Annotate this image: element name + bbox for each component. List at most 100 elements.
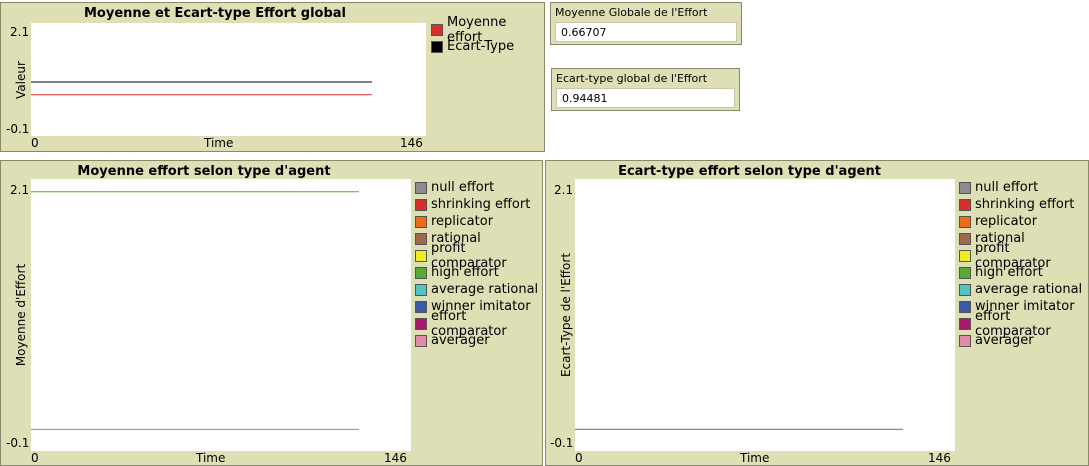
chart-panel-global: Moyenne et Ecart-type Effort global 2.1 … bbox=[0, 2, 545, 152]
legend-swatch bbox=[959, 249, 971, 262]
legend-swatch bbox=[959, 198, 971, 211]
y-tick-bottom: -0.1 bbox=[6, 122, 30, 136]
chart-svg-global bbox=[31, 81, 372, 96]
legend-label: winner imitator bbox=[975, 299, 1075, 314]
chart-title: Moyenne effort selon type d'agent bbox=[77, 164, 331, 179]
y-tick-bottom: -0.1 bbox=[550, 436, 574, 450]
y-axis-label: Valeur bbox=[14, 61, 28, 99]
legend-item: shrinking effort bbox=[959, 196, 1088, 213]
legend-item: null effort bbox=[959, 179, 1088, 196]
x-tick-start: 0 bbox=[31, 136, 39, 150]
legend-label: average rational bbox=[975, 282, 1083, 297]
legend-label: effort comparator bbox=[975, 308, 1051, 339]
legend-swatch bbox=[415, 232, 427, 245]
legend-label: winner imitator bbox=[431, 299, 531, 314]
legend-swatch bbox=[959, 300, 971, 313]
legend-label: shrinking effort bbox=[975, 197, 1075, 212]
legend-item: Moyenne effort bbox=[431, 15, 544, 45]
legend-swatch bbox=[959, 181, 971, 194]
legend-item: shrinking effort bbox=[415, 196, 542, 213]
x-tick-start: 0 bbox=[575, 451, 583, 465]
y-tick-top: 2.1 bbox=[10, 183, 30, 197]
legend-item: effort comparator bbox=[959, 309, 1088, 339]
legend-item: average rational bbox=[415, 281, 542, 298]
monitor-label: Moyenne Globale de l'Effort bbox=[555, 6, 708, 19]
legend-item: averager bbox=[415, 332, 542, 349]
legend-item: rational bbox=[959, 230, 1088, 247]
y-tick-bottom: -0.1 bbox=[6, 436, 30, 450]
legend-label: replicator bbox=[975, 214, 1038, 229]
legend-item: averager bbox=[959, 332, 1088, 349]
legend-label: profit comparator bbox=[431, 240, 507, 271]
legend-swatch bbox=[415, 300, 427, 313]
x-axis-label: Time bbox=[740, 451, 770, 465]
chart-panel-mean-by-type: Moyenne effort selon type d'agent 2.1 -0… bbox=[0, 160, 543, 466]
legend-item: high effort bbox=[959, 264, 1088, 281]
x-tick-end: 146 bbox=[400, 136, 423, 150]
legend-label: replicator bbox=[431, 214, 494, 229]
monitor-value: 0.66707 bbox=[555, 22, 737, 42]
legend-item: winner imitator bbox=[415, 298, 542, 315]
plot-area bbox=[575, 179, 955, 451]
legend-item: rational bbox=[415, 230, 542, 247]
legend-label: average rational bbox=[431, 282, 539, 297]
legend: null effort shrinking effort replicator rat… bbox=[415, 179, 542, 349]
legend-label: null effort bbox=[431, 180, 495, 195]
chart-svg-mean-by-type bbox=[31, 191, 359, 430]
legend-item: effort comparator bbox=[415, 309, 542, 339]
chart-title: Ecart-type effort selon type d'agent bbox=[618, 164, 881, 179]
y-axis-label: Ecart-Type de l'Effort bbox=[559, 252, 573, 378]
x-tick-end: 146 bbox=[928, 451, 951, 465]
legend-swatch bbox=[415, 181, 427, 194]
legend-swatch bbox=[415, 198, 427, 211]
legend-swatch bbox=[959, 334, 971, 347]
y-tick-top: 2.1 bbox=[554, 183, 574, 197]
x-axis-label: Time bbox=[204, 136, 234, 150]
legend-item: Ecart-Type bbox=[431, 38, 544, 55]
chart-title: Moyenne et Ecart-type Effort global bbox=[83, 6, 346, 21]
monitor-value: 0.94481 bbox=[556, 88, 735, 108]
legend: Moyenne effort Ecart-Type bbox=[431, 15, 544, 55]
chart-svg-stdev-by-type bbox=[575, 428, 903, 430]
legend-swatch bbox=[959, 317, 971, 330]
x-axis-label: Time bbox=[196, 451, 226, 465]
plot-area bbox=[31, 179, 411, 451]
legend-label: profit comparator bbox=[975, 240, 1051, 271]
legend-swatch bbox=[431, 40, 443, 53]
legend: null effort shrinking effort replicator rat… bbox=[959, 179, 1088, 349]
legend-label: effort comparator bbox=[431, 308, 507, 339]
legend-item: replicator bbox=[959, 213, 1088, 230]
legend-swatch bbox=[415, 215, 427, 228]
x-tick-start: 0 bbox=[31, 451, 39, 465]
legend-item: average rational bbox=[959, 281, 1088, 298]
legend-label: averager bbox=[431, 333, 490, 348]
legend-item: null effort bbox=[415, 179, 542, 196]
legend-swatch bbox=[415, 249, 427, 262]
y-axis-label: Moyenne d'Effort bbox=[14, 263, 28, 367]
legend-label: rational bbox=[975, 231, 1025, 246]
legend-swatch bbox=[959, 215, 971, 228]
monitor-global-stdev: Ecart-type global de l'Effort 0.94481 bbox=[551, 68, 740, 111]
legend-label: high effort bbox=[975, 265, 1043, 280]
legend-swatch bbox=[431, 23, 443, 36]
legend-label: Moyenne effort bbox=[447, 14, 507, 45]
monitor-global-mean: Moyenne Globale de l'Effort 0.66707 bbox=[550, 2, 742, 45]
y-tick-top: 2.1 bbox=[10, 25, 30, 39]
legend-swatch bbox=[959, 232, 971, 245]
legend-label: shrinking effort bbox=[431, 197, 531, 212]
legend-item: profit comparator bbox=[415, 241, 542, 271]
x-tick-end: 146 bbox=[384, 451, 407, 465]
monitor-label: Ecart-type global de l'Effort bbox=[556, 72, 708, 85]
legend-swatch bbox=[415, 334, 427, 347]
plot-area bbox=[31, 23, 426, 136]
legend-label: averager bbox=[975, 333, 1034, 348]
legend-swatch bbox=[959, 283, 971, 296]
legend-swatch bbox=[415, 266, 427, 279]
legend-swatch bbox=[415, 283, 427, 296]
legend-label: null effort bbox=[975, 180, 1039, 195]
legend-item: winner imitator bbox=[959, 298, 1088, 315]
legend-item: profit comparator bbox=[959, 241, 1088, 271]
legend-label: Ecart-Type bbox=[447, 39, 515, 54]
legend-item: high effort bbox=[415, 264, 542, 281]
legend-swatch bbox=[415, 317, 427, 330]
